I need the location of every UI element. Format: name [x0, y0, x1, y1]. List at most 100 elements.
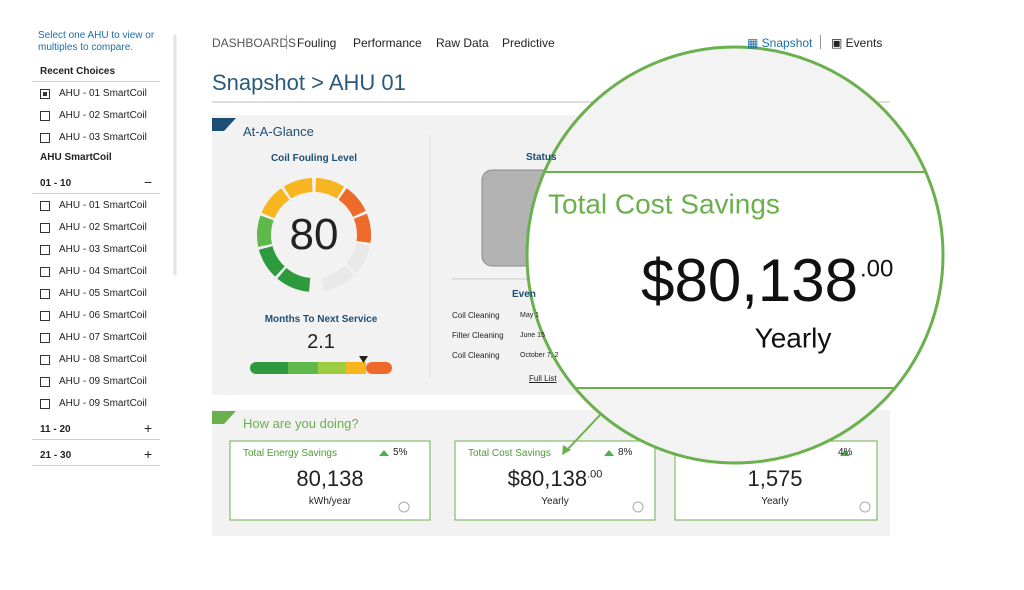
gauge-segment [353, 213, 371, 243]
card-unit: Yearly [541, 496, 569, 507]
item-label[interactable]: AHU - 05 SmartCoil [59, 288, 147, 299]
event-name: Coil Cleaning [452, 311, 500, 320]
event-date: June 15 [520, 332, 545, 339]
section-header: 01 - 10 [40, 178, 72, 189]
status-title: Status [526, 152, 557, 163]
events-title: Even [512, 289, 536, 300]
sidebar-hint: Select one AHU to view or multiples to c… [38, 30, 155, 53]
event-date: October 7, 2 [520, 352, 559, 359]
lens-pointer [566, 414, 601, 451]
value: 80,138 [296, 466, 364, 491]
card [229, 440, 431, 521]
glance-title: At-A-Glance [243, 124, 314, 139]
card-change: 4% [838, 447, 853, 458]
toggle[interactable]: − [144, 174, 153, 190]
nav-sep [286, 35, 287, 49]
item-label[interactable]: AHU - 01 SmartCoil [59, 88, 147, 99]
checkbox[interactable] [40, 133, 50, 143]
months-title: Months To Next Service [264, 314, 378, 325]
gauge-segment [258, 245, 285, 277]
card-unit: Yearly [761, 496, 789, 507]
card-unit: kWh/year [308, 496, 352, 507]
item-label[interactable]: AHU - 08 SmartCoil [59, 354, 147, 365]
item-label[interactable]: AHU - 09 SmartCoil [59, 376, 147, 387]
lens-unit: Yearly [755, 322, 832, 353]
checkbox[interactable] [40, 245, 50, 255]
card-change: 8% [618, 447, 633, 458]
lens-value: $80,138 [641, 247, 858, 314]
nav-item[interactable]: Performance [353, 36, 422, 50]
gauge [257, 178, 371, 292]
item-label[interactable]: AHU - 03 SmartCoil [59, 244, 147, 255]
item-label[interactable]: AHU - 09 SmartCoil [59, 398, 147, 409]
full-list-link[interactable]: Full List [529, 374, 557, 383]
info-icon[interactable] [398, 501, 410, 513]
checkbox[interactable] [40, 289, 50, 299]
section-header: 11 - 20 [40, 424, 71, 435]
item-label[interactable]: AHU - 06 SmartCoil [59, 310, 147, 321]
toggle[interactable]: + [144, 446, 153, 462]
event-date: May 1 [520, 312, 540, 319]
card-value: $80,138.00 [455, 466, 655, 492]
up-arrow [604, 450, 614, 456]
doing-title: How are you doing? [243, 416, 359, 431]
nav-sep [820, 35, 821, 49]
rule [32, 193, 160, 194]
card-title: Total Energy Savings [243, 448, 337, 459]
service-bar [250, 356, 392, 374]
gauge-segment [315, 178, 345, 199]
item-label[interactable]: AHU - 01 SmartCoil [59, 200, 147, 211]
rule [32, 465, 160, 466]
item-label[interactable]: AHU - 02 SmartCoil [59, 222, 147, 233]
card [454, 440, 656, 521]
info-icon[interactable] [632, 501, 644, 513]
up-arrow [379, 450, 389, 456]
check-mark [43, 92, 47, 96]
cents: .00 [587, 468, 603, 481]
event-name: Filter Cleaning [452, 331, 504, 340]
checkbox[interactable] [40, 89, 50, 99]
gauge-segment [261, 188, 290, 219]
nav-item[interactable]: Predictive [502, 36, 555, 50]
gauge-segment [283, 178, 313, 199]
checkbox[interactable] [40, 399, 50, 409]
checkbox[interactable] [40, 267, 50, 277]
checkbox[interactable] [40, 201, 50, 211]
nav-item[interactable]: DASHBOARDS [212, 36, 297, 50]
gauge-title: Coil Fouling Level [270, 153, 358, 164]
lens [527, 47, 943, 463]
info-icon[interactable] [859, 501, 871, 513]
gauge-segment [257, 215, 274, 247]
section-header: Recent Choices [40, 66, 116, 77]
value: $80,138 [507, 466, 588, 491]
value: 1,575 [747, 466, 803, 491]
item-label[interactable]: AHU - 04 SmartCoil [59, 266, 147, 277]
toggle[interactable]: + [144, 420, 153, 436]
checkbox[interactable] [40, 333, 50, 343]
nav-item[interactable]: Fouling [297, 36, 337, 50]
nav-label: Snapshot [761, 36, 813, 50]
card-value: 1,575 [675, 466, 875, 492]
lens-pointer-head [562, 445, 571, 455]
gauge-value: 80 [289, 210, 339, 259]
doing-flag [212, 411, 236, 424]
item-label[interactable]: AHU - 02 SmartCoil [59, 110, 147, 121]
checkbox[interactable] [40, 355, 50, 365]
checkbox[interactable] [40, 111, 50, 121]
checkbox[interactable] [40, 377, 50, 387]
card-value: 80,138 [230, 466, 430, 492]
rule [32, 81, 160, 82]
up-arrow [840, 450, 850, 456]
item-label[interactable]: AHU - 07 SmartCoil [59, 332, 147, 343]
checkbox[interactable] [40, 311, 50, 321]
checkbox[interactable] [40, 223, 50, 233]
card-title: Total Cost Savings [468, 448, 551, 459]
nav-events[interactable]: ▣ Events [831, 36, 883, 50]
nav-item[interactable]: Raw Data [436, 36, 489, 50]
gauge-segment [321, 265, 355, 292]
rule [32, 439, 160, 440]
lens-title: Total Cost Savings [548, 188, 780, 219]
nav-snapshot[interactable]: ▦ Snapshot [747, 36, 813, 50]
item-label[interactable]: AHU - 03 SmartCoil [59, 132, 147, 143]
section-header: 21 - 30 [40, 450, 72, 461]
